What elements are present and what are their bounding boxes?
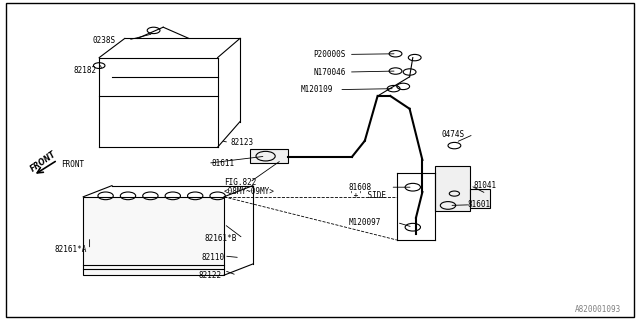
Text: '+' SIDE: '+' SIDE bbox=[349, 191, 386, 200]
Bar bbox=[250, 149, 288, 163]
Text: 82161*A: 82161*A bbox=[54, 245, 87, 254]
Bar bbox=[435, 166, 470, 211]
Text: P20000S: P20000S bbox=[314, 50, 346, 59]
Text: 81611: 81611 bbox=[211, 159, 234, 168]
Text: M120097: M120097 bbox=[349, 218, 381, 227]
Text: 82122: 82122 bbox=[198, 271, 221, 280]
Bar bbox=[83, 197, 224, 275]
Text: 82110: 82110 bbox=[202, 253, 225, 262]
Text: <08MY~09MY>: <08MY~09MY> bbox=[224, 188, 275, 196]
Text: 81608: 81608 bbox=[349, 183, 372, 192]
Text: FRONT: FRONT bbox=[29, 149, 58, 173]
Text: 82161*B: 82161*B bbox=[205, 234, 237, 243]
Text: 82123: 82123 bbox=[230, 138, 253, 147]
Text: M120109: M120109 bbox=[301, 85, 333, 94]
Text: FRONT: FRONT bbox=[61, 160, 84, 169]
Text: 81041: 81041 bbox=[474, 181, 497, 190]
Text: 0238S: 0238S bbox=[93, 36, 116, 44]
Text: 0474S: 0474S bbox=[442, 130, 465, 139]
Bar bbox=[470, 189, 490, 208]
Text: A820001093: A820001093 bbox=[575, 305, 621, 314]
Text: N170046: N170046 bbox=[314, 68, 346, 76]
Text: 81601: 81601 bbox=[467, 200, 490, 209]
Text: FIG.822: FIG.822 bbox=[224, 178, 257, 187]
Text: 82182: 82182 bbox=[74, 66, 97, 75]
